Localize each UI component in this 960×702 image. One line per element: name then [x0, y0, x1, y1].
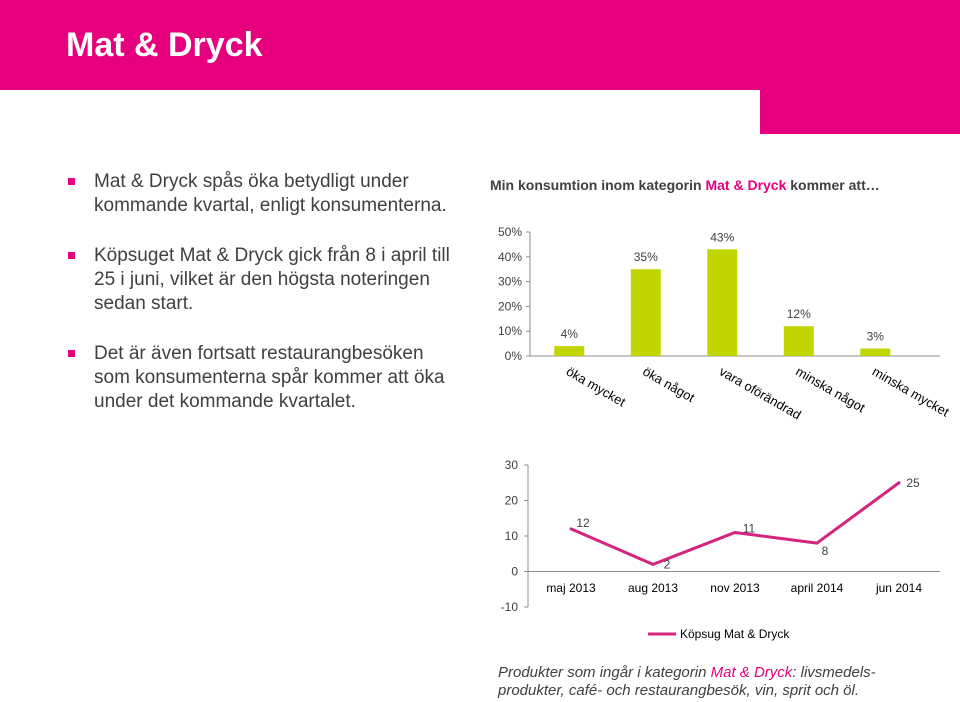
- line-point: [569, 527, 573, 531]
- bar: [860, 348, 891, 356]
- chart-title-text: Min konsumtion inom kategorin: [490, 177, 706, 193]
- line-point: [897, 481, 901, 485]
- bar: [554, 346, 585, 356]
- line-y-tick-label: 20: [505, 494, 519, 508]
- line-data-label: 25: [906, 476, 920, 490]
- bullet-list: Mat & Dryck spås öka betydligt under kom…: [66, 170, 456, 440]
- bar-y-tick-label: 40%: [498, 250, 522, 264]
- bar-y-tick-label: 10%: [498, 324, 522, 338]
- bar-category-label: öka något: [640, 364, 697, 406]
- line-y-tick-label: 30: [505, 458, 519, 472]
- header-bar: [0, 0, 960, 90]
- bar-data-label: 4%: [561, 327, 579, 341]
- footnote-accent: Mat & Dryck: [710, 664, 793, 681]
- header-accent-block: [760, 90, 960, 134]
- line-series: [570, 481, 900, 566]
- line-data-label: 2: [664, 557, 671, 571]
- bar-data-label: 35%: [634, 250, 658, 264]
- slide-title: Mat & Dryck: [66, 26, 263, 64]
- line-x-tick-label: maj 2013: [546, 581, 596, 595]
- bar-y-tick-label: 50%: [498, 225, 522, 239]
- chart-title-accent: Mat & Dryck: [705, 177, 787, 193]
- bar-data-label: 43%: [710, 230, 734, 244]
- line-point: [651, 562, 655, 566]
- bar: [707, 249, 738, 356]
- chart-title: Min konsumtion inom kategorin Mat & Dryc…: [490, 176, 890, 194]
- bar-data-label: 12%: [787, 307, 811, 321]
- bar-category-label: vara oförändrad: [717, 364, 804, 423]
- footnote-text: Produkter som ingår i kategorin: [498, 664, 711, 681]
- line-data-label: 11: [743, 521, 756, 535]
- bar-data-label: 3%: [867, 330, 885, 344]
- line-y-tick-label: 10: [505, 529, 519, 543]
- bullet-item: Köpsuget Mat & Dryck gick från 8 i april…: [66, 244, 456, 316]
- bar-y-tick-label: 0%: [505, 349, 523, 363]
- line-point: [815, 541, 819, 545]
- bar-category-label: öka mycket: [564, 364, 629, 410]
- line-x-tick-label: april 2014: [791, 581, 844, 595]
- bar: [783, 326, 814, 356]
- bar: [630, 269, 661, 356]
- footnote: Produkter som ingår i kategorin Mat & Dr…: [498, 664, 938, 700]
- bar-y-tick-label: 30%: [498, 275, 522, 289]
- bar-category-label: minska mycket: [870, 364, 952, 420]
- line-x-tick-label: aug 2013: [628, 581, 678, 595]
- line-x-tick-label: jun 2014: [875, 581, 922, 595]
- footnote-text: : livsmedels-produkter, café- och restau…: [498, 664, 876, 699]
- line-y-tick-label: 0: [511, 565, 518, 579]
- bar-y-tick-label: 20%: [498, 299, 522, 313]
- bullet-item: Det är även fortsatt restaurangbesöken s…: [66, 342, 456, 414]
- line-point: [733, 530, 737, 534]
- line-data-label: 12: [576, 516, 590, 530]
- chart-title-text: kommer att…: [786, 177, 880, 193]
- bullet-item: Mat & Dryck spås öka betydligt under kom…: [66, 170, 456, 218]
- legend-label: Köpsug Mat & Dryck: [680, 627, 790, 641]
- line-y-tick-label: -10: [501, 600, 519, 614]
- line-data-label: 8: [822, 544, 829, 558]
- line-x-tick-label: nov 2013: [710, 581, 760, 595]
- bar-category-label: minska något: [793, 364, 868, 416]
